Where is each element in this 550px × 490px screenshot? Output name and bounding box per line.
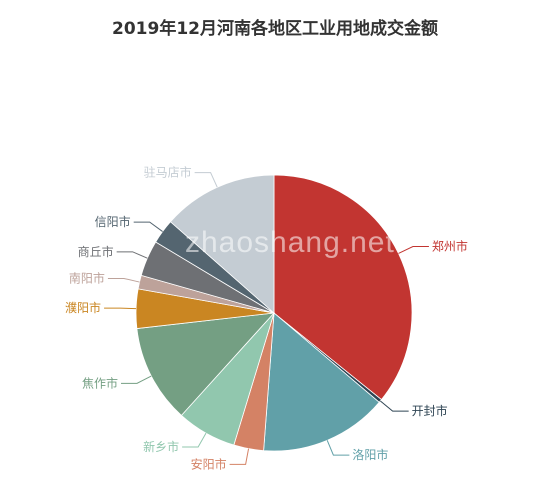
slice-label-9: 商丘市 bbox=[78, 244, 114, 259]
leader-line-3 bbox=[326, 440, 350, 456]
leader-line-1 bbox=[398, 246, 429, 254]
slice-label-2: 开封市 bbox=[412, 403, 448, 418]
slice-label-6: 焦作市 bbox=[82, 375, 118, 390]
slice-label-1: 郑州市 bbox=[432, 239, 468, 254]
slice-label-4: 安阳市 bbox=[191, 456, 227, 471]
leader-line-9 bbox=[116, 251, 148, 259]
slice-label-5: 新乡市 bbox=[143, 439, 179, 454]
leader-line-4 bbox=[229, 448, 250, 465]
label-leader-lines bbox=[104, 172, 429, 465]
slice-label-8: 南阳市 bbox=[69, 270, 105, 285]
pie-slice-1[interactable] bbox=[273, 174, 413, 401]
leader-line-11 bbox=[194, 172, 218, 188]
leader-line-8 bbox=[107, 277, 140, 283]
pie-slices bbox=[135, 174, 413, 452]
leader-line-5 bbox=[182, 432, 207, 448]
slice-label-7: 濮阳市 bbox=[65, 300, 101, 315]
pie-slice-6[interactable] bbox=[136, 312, 276, 416]
chart-title: 2019年12月河南各地区工业用地成交金额 bbox=[112, 19, 438, 39]
leader-line-6 bbox=[121, 375, 152, 384]
slice-label-3: 洛阳市 bbox=[352, 447, 388, 462]
slice-label-11: 驻马店市 bbox=[144, 165, 192, 180]
pie-slice-11[interactable] bbox=[169, 174, 275, 314]
slice-label-10: 信阳市 bbox=[95, 214, 131, 229]
leader-line-7 bbox=[104, 307, 137, 310]
leader-line-10 bbox=[133, 221, 163, 232]
leader-line-2 bbox=[380, 400, 409, 412]
